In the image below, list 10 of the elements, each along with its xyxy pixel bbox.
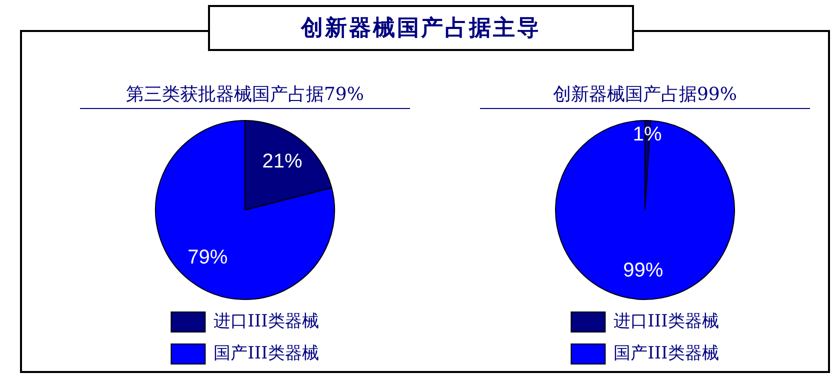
- data-label: 79%: [188, 246, 228, 269]
- chart-title: 创新器械国产占据99%: [480, 82, 810, 109]
- chart-title: 第三类获批器械国产占据79%: [80, 82, 410, 109]
- legend-label: 国产III类器械: [214, 343, 319, 364]
- legend-label: 进口III类器械: [614, 311, 719, 332]
- data-label: 99%: [623, 259, 664, 282]
- data-label: 21%: [262, 150, 303, 172]
- text: 创新器械国产占据主导: [208, 5, 634, 51]
- legend-label: 国产III类器械: [614, 343, 719, 364]
- legend-label: 进口III类器械: [214, 311, 319, 332]
